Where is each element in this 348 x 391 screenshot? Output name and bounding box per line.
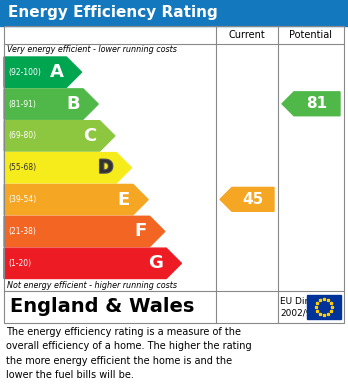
Text: 81: 81 <box>306 96 327 111</box>
Polygon shape <box>4 185 148 215</box>
Text: (39-54): (39-54) <box>8 195 36 204</box>
Text: C: C <box>84 127 97 145</box>
Polygon shape <box>4 57 81 87</box>
Text: F: F <box>134 222 147 240</box>
Bar <box>307 295 341 319</box>
Text: G: G <box>148 254 163 272</box>
Polygon shape <box>282 92 340 116</box>
Text: England & Wales: England & Wales <box>10 298 195 316</box>
Text: (21-38): (21-38) <box>8 227 36 236</box>
Text: Not energy efficient - higher running costs: Not energy efficient - higher running co… <box>7 280 177 289</box>
Text: Potential: Potential <box>290 30 332 40</box>
Polygon shape <box>4 121 115 151</box>
Polygon shape <box>220 187 274 211</box>
Text: Current: Current <box>229 30 266 40</box>
Bar <box>0 0 348 26</box>
Polygon shape <box>4 89 98 119</box>
Text: D: D <box>98 159 113 177</box>
Text: (69-80): (69-80) <box>8 131 36 140</box>
Text: (1-20): (1-20) <box>8 259 31 268</box>
Text: 45: 45 <box>242 192 263 207</box>
Text: B: B <box>66 95 80 113</box>
Text: A: A <box>49 63 63 81</box>
Text: (81-91): (81-91) <box>8 100 36 109</box>
Text: EU Directive
2002/91/EC: EU Directive 2002/91/EC <box>280 297 336 317</box>
Polygon shape <box>4 248 181 278</box>
Text: E: E <box>118 190 130 209</box>
Polygon shape <box>4 216 165 247</box>
Bar <box>4 26 344 323</box>
Polygon shape <box>4 152 132 183</box>
Text: The energy efficiency rating is a measure of the
overall efficiency of a home. T: The energy efficiency rating is a measur… <box>6 327 252 380</box>
Text: (92-100): (92-100) <box>8 68 41 77</box>
Text: (55-68): (55-68) <box>8 163 36 172</box>
Text: Energy Efficiency Rating: Energy Efficiency Rating <box>8 5 218 20</box>
Text: Very energy efficient - lower running costs: Very energy efficient - lower running co… <box>7 45 177 54</box>
